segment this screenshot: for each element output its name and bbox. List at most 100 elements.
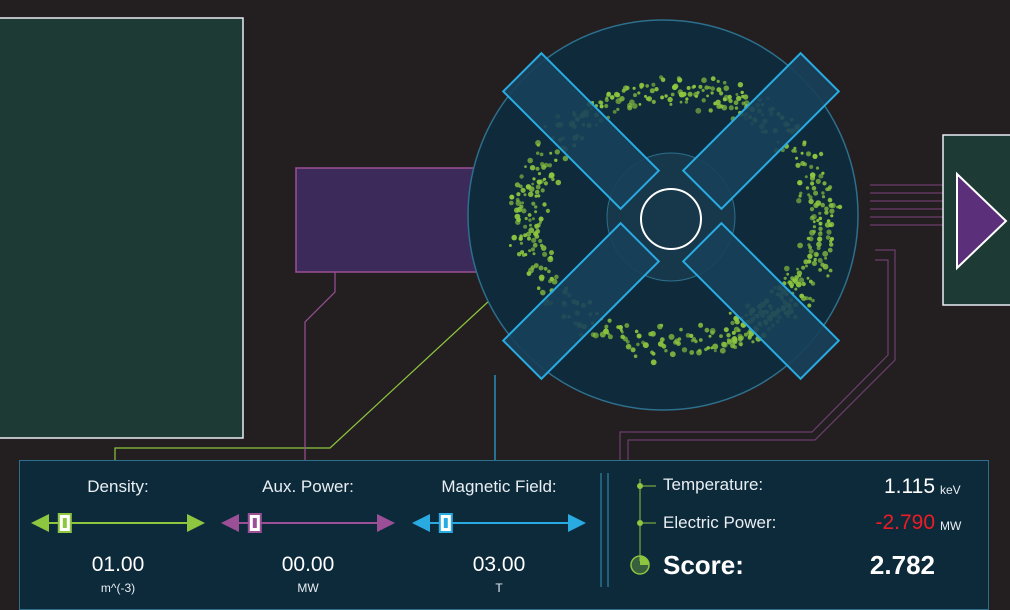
electric-power-value: -2.790 — [875, 511, 935, 534]
plasma-particle — [632, 103, 638, 109]
plasma-particle — [659, 337, 665, 342]
plasma-particle — [669, 351, 676, 358]
plasma-particle — [633, 93, 637, 98]
plasma-particle — [633, 354, 638, 359]
plasma-particle — [531, 201, 536, 206]
plasma-particle — [528, 218, 532, 222]
plasma-particle — [532, 252, 536, 256]
plasma-particle — [531, 237, 537, 243]
plasma-particle — [722, 80, 727, 85]
plasma-particle — [630, 347, 636, 353]
plasma-particle — [612, 110, 617, 114]
magnetic-field-slider[interactable] — [409, 511, 589, 535]
plasma-particle — [811, 298, 815, 303]
decrease-arrow-icon[interactable] — [31, 514, 49, 532]
plasma-particle — [817, 231, 823, 237]
plasma-particle — [822, 181, 827, 186]
decrease-arrow-icon[interactable] — [412, 514, 430, 532]
plasma-ring — [508, 75, 843, 366]
plasma-particle — [807, 303, 812, 308]
slider-graphic — [412, 513, 586, 533]
plasma-particle — [796, 270, 803, 276]
left-display-panel — [0, 17, 244, 439]
plasma-particle — [696, 90, 700, 95]
plasma-particle — [536, 143, 541, 147]
temperature-label: Temperature: — [663, 475, 764, 494]
plasma-particle — [529, 165, 536, 171]
plasma-particle — [809, 164, 814, 169]
plasma-particle — [817, 236, 823, 242]
plasma-particle — [804, 175, 808, 179]
plasma-particle — [736, 95, 742, 102]
plasma-particle — [818, 226, 823, 231]
plasma-particle — [538, 220, 542, 224]
plasma-particle — [535, 184, 541, 190]
plasma-particle — [555, 179, 562, 186]
increase-arrow-icon[interactable] — [568, 514, 586, 532]
plasma-particle — [670, 92, 675, 97]
plasma-particle — [554, 274, 559, 280]
plasma-particle — [827, 197, 833, 203]
panel-decorations — [600, 473, 656, 587]
increase-arrow-icon[interactable] — [187, 514, 205, 532]
plasma-particle — [538, 265, 544, 271]
plasma-particle — [722, 97, 727, 102]
plasma-particle — [821, 195, 826, 199]
plasma-particle — [527, 213, 532, 217]
plasma-particle — [598, 100, 603, 105]
plasma-particle — [684, 100, 689, 104]
aux-power-control: Aux. Power: 00.00 MW — [218, 477, 398, 595]
plasma-particle — [590, 332, 596, 338]
aux-power-label: Aux. Power: — [262, 477, 354, 496]
decrease-arrow-icon[interactable] — [221, 514, 239, 532]
plasma-particle — [813, 202, 819, 209]
plasma-particle — [800, 151, 804, 155]
plasma-particle — [805, 151, 812, 157]
plasma-particle — [837, 204, 843, 210]
aux-power-wire — [304, 272, 336, 460]
plasma-particle — [739, 342, 743, 347]
density-control: Density: 01.00 m^(-3) — [28, 477, 208, 595]
plasma-particle — [667, 96, 673, 103]
plasma-particle — [648, 331, 653, 337]
plasma-particle — [809, 172, 816, 178]
aux-power-slider[interactable] — [218, 511, 398, 535]
plasma-particle — [669, 102, 673, 106]
plasma-particle — [818, 211, 822, 215]
plasma-particle — [709, 327, 716, 334]
plasma-particle — [806, 236, 811, 241]
plasma-particle — [727, 94, 732, 100]
temperature-value: 1.115 — [884, 475, 935, 498]
plasma-particle — [526, 271, 532, 276]
plasma-particle — [810, 181, 815, 186]
plasma-particle — [543, 266, 548, 271]
plasma-particle — [645, 84, 649, 88]
plasma-particle — [637, 91, 641, 95]
plasma-particle — [697, 348, 702, 353]
plasma-particle — [824, 206, 829, 212]
plasma-particle — [733, 100, 739, 106]
plasma-particle — [554, 149, 560, 155]
plasma-particle — [804, 296, 809, 301]
plasma-particle — [548, 175, 552, 179]
play-triangle-icon[interactable] — [956, 171, 1008, 271]
plasma-particle — [815, 178, 821, 184]
plasma-particle — [609, 95, 615, 100]
plasma-particle — [695, 107, 702, 114]
density-unit: m^(-3) — [100, 581, 136, 595]
plasma-particle — [542, 202, 547, 207]
increase-arrow-icon[interactable] — [377, 514, 395, 532]
plasma-particle — [554, 158, 558, 162]
density-slider[interactable] — [28, 511, 208, 535]
coil-bottom-right — [681, 221, 841, 381]
plasma-particle — [549, 276, 554, 282]
plasma-particle — [529, 223, 532, 227]
plasma-particle — [649, 88, 655, 94]
plasma-particle — [794, 287, 798, 291]
plasma-particle — [817, 258, 823, 263]
plasma-particle — [606, 91, 611, 97]
plasma-particle — [821, 171, 825, 175]
plasma-particle — [679, 327, 683, 332]
plasma-particle — [534, 210, 538, 214]
magnetic-field-label: Magnetic Field: — [441, 477, 557, 496]
